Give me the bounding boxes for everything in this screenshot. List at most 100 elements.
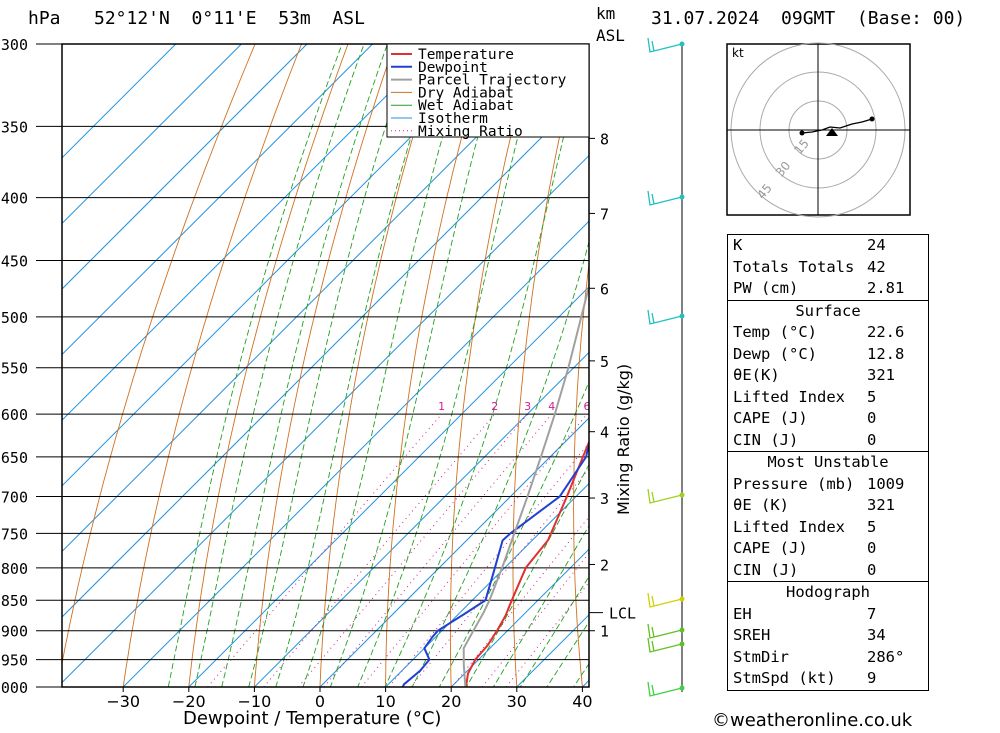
pressure-tick-label: 550 — [1, 360, 28, 378]
wet-adiabat-line — [411, 240, 589, 687]
k-index-row: K 24 — [728, 235, 928, 257]
asl-unit-label: ASL — [596, 26, 625, 45]
hodograph-trace — [801, 118, 873, 134]
surface-cape-label: CAPE (J) — [733, 409, 808, 427]
hodograph-unit-label: kt — [732, 46, 744, 60]
dry-adiabat-line — [689, 7, 726, 713]
isotherm-line — [319, 417, 589, 687]
x-tick-label: 10 — [375, 692, 395, 711]
surface-li-label: Lifted Index — [733, 387, 845, 406]
isotherm-line — [450, 548, 589, 687]
dry-adiabat-line — [319, 44, 442, 687]
isotherm-line — [62, 44, 177, 159]
km-tick-label: 4 — [600, 424, 609, 442]
credit-link[interactable]: ©weatheronline.co.uk — [712, 710, 913, 731]
surface-thetae-value: 321 — [867, 366, 895, 384]
mixing-ratio-line — [207, 413, 442, 687]
mu-li-value: 5 — [867, 517, 877, 536]
wind-barb-icon — [647, 637, 683, 653]
wet-adiabat-line — [194, 44, 365, 687]
profile-dewpoint — [401, 440, 589, 687]
legend-entry: Isotherm — [418, 111, 488, 127]
x-tick-label: 40 — [572, 692, 592, 711]
surface-temp-value: 22.6 — [867, 323, 905, 341]
isotherm-line — [62, 44, 374, 356]
surface-cin-label: CIN (J) — [733, 430, 799, 449]
legend-entry: Wet Adiabat — [418, 98, 514, 114]
km-tick-label: 7 — [600, 205, 609, 223]
wet-adiabat-line — [384, 44, 587, 687]
x-tick-label: 0 — [315, 692, 325, 711]
mixing-ratio-label: 2 — [491, 400, 498, 413]
x-tick-label: −30 — [106, 692, 140, 711]
x-axis-label: Dewpoint / Temperature (°C) — [183, 708, 442, 729]
surface-dewp-label: Dewp (°C) — [733, 344, 817, 363]
dry-adiabat-line — [253, 44, 395, 687]
surface-cin-value: 0 — [867, 430, 877, 449]
wind-barb-icon — [647, 37, 683, 53]
surface-section: Surface Temp (°C) 22.6 Dewp (°C) 12.8 θE(K… — [728, 299, 928, 452]
most-unstable-section: Most Unstable Pressure (mb) 1009 θE (K) 32… — [728, 451, 928, 581]
mixing-ratio-label: 1 — [438, 400, 445, 413]
pressure-tick-label: 450 — [1, 253, 28, 271]
wind-barb-icon — [647, 623, 683, 639]
mu-thetae-label: θE (K) — [733, 496, 789, 514]
pressure-tick-label: 300 — [1, 36, 28, 54]
storm-motion-icon — [826, 128, 838, 136]
km-unit-label: km — [596, 4, 616, 23]
mixing-ratio-line — [263, 413, 496, 687]
dry-adiabat-line — [573, 260, 589, 687]
km-tick-label: 1 — [600, 623, 609, 641]
lcl-label: LCL — [609, 605, 636, 623]
surface-temp-label: Temp (°C) — [733, 323, 817, 341]
wind-barb-icon — [647, 488, 683, 504]
tt-label: Totals Totals — [733, 257, 855, 276]
mixing-ratio-line — [451, 516, 589, 687]
x-tick-label: 30 — [507, 692, 527, 711]
totals-totals-row: Totals Totals 42 — [728, 257, 928, 279]
pressure-tick-label: 950 — [1, 652, 28, 670]
pw-label: PW (cm) — [733, 279, 799, 297]
mixing-ratio-label: 6 — [584, 400, 591, 413]
pressure-tick-label: 800 — [1, 560, 28, 578]
pressure-tick-label: 900 — [1, 623, 28, 641]
mu-cin-value: 0 — [867, 560, 877, 579]
legend-entry: Temperature — [418, 47, 514, 63]
k-value: 24 — [867, 236, 886, 254]
mu-pressure-value: 1009 — [867, 474, 905, 493]
wet-adiabat-line — [519, 575, 589, 687]
hodograph-start-dot — [799, 130, 805, 136]
wet-adiabat-line — [248, 44, 413, 687]
isotherm-line — [62, 154, 589, 684]
sreh-value: 34 — [867, 626, 886, 644]
pressure-tick-label: 650 — [1, 449, 28, 467]
stmspd-value: 9 — [867, 669, 877, 687]
legend-entry: Mixing Ratio — [418, 124, 523, 140]
km-tick-label: 6 — [600, 280, 609, 298]
mixing-ratio-axis-label: Mixing Ratio (g/kg) — [614, 363, 633, 515]
pressure-tick-label: 850 — [1, 592, 28, 610]
dry-adiabat-line — [632, 7, 681, 713]
wet-adiabat-line — [302, 44, 471, 687]
legend-entry: Parcel Trajectory — [418, 73, 567, 89]
isotherm-line — [62, 44, 308, 290]
mixing-ratio-label: 15 — [665, 400, 679, 413]
mu-pressure-label: Pressure (mb) — [733, 474, 855, 493]
stmdir-label: StmDir — [733, 647, 789, 666]
wet-adiabat-line — [167, 44, 343, 687]
isotherm-line — [384, 482, 589, 687]
mu-cape-label: CAPE (J) — [733, 539, 808, 557]
pressure-tick-label: 700 — [1, 489, 28, 507]
pressure-tick-label: 750 — [1, 525, 28, 543]
profile-parcel-trajectory — [462, 282, 589, 687]
dry-adiabat-line — [449, 44, 535, 687]
pressure-tick-label: 500 — [1, 309, 28, 327]
mixing-ratio-label: 4 — [548, 400, 555, 413]
isotherm-line — [188, 286, 589, 687]
x-tick-label: 20 — [441, 692, 461, 711]
surface-thetae-label: θE(K) — [733, 366, 780, 384]
mixing-ratio-label: 20 — [694, 400, 708, 413]
isotherm-line — [62, 44, 439, 421]
dry-adiabat-line — [62, 44, 256, 666]
